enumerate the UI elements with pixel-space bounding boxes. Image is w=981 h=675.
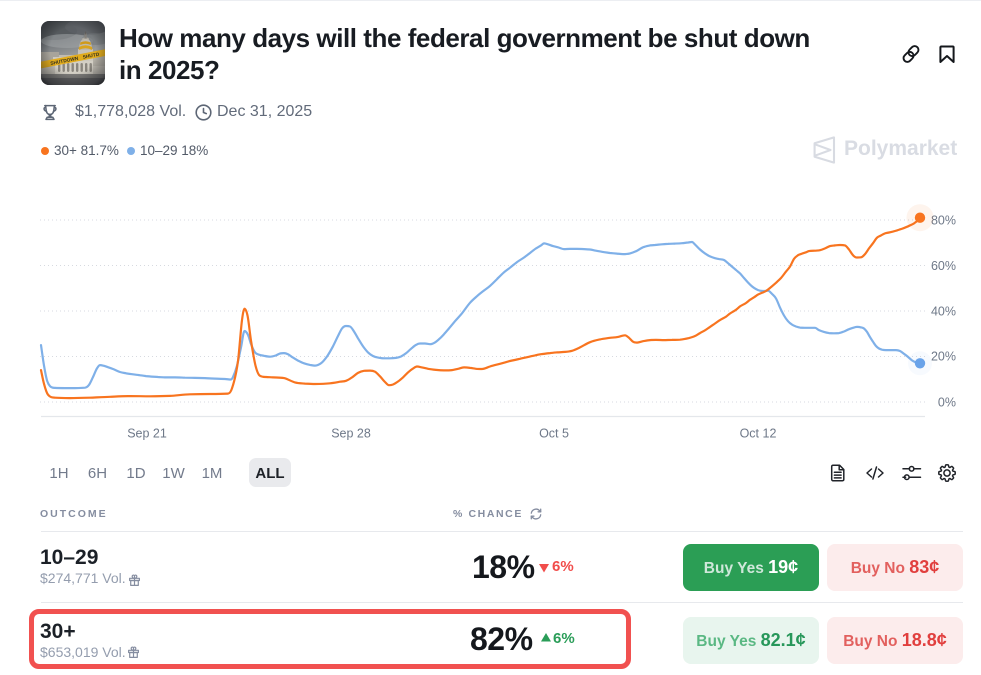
svg-text:60%: 60% xyxy=(931,259,956,273)
svg-text:Oct 12: Oct 12 xyxy=(740,427,777,441)
svg-text:Sep 21: Sep 21 xyxy=(127,427,167,441)
svg-text:0%: 0% xyxy=(938,396,956,410)
svg-text:20%: 20% xyxy=(931,350,956,364)
svg-text:Oct 5: Oct 5 xyxy=(539,427,569,441)
svg-text:Sep 28: Sep 28 xyxy=(331,427,371,441)
svg-text:80%: 80% xyxy=(931,214,956,228)
svg-text:40%: 40% xyxy=(931,305,956,319)
